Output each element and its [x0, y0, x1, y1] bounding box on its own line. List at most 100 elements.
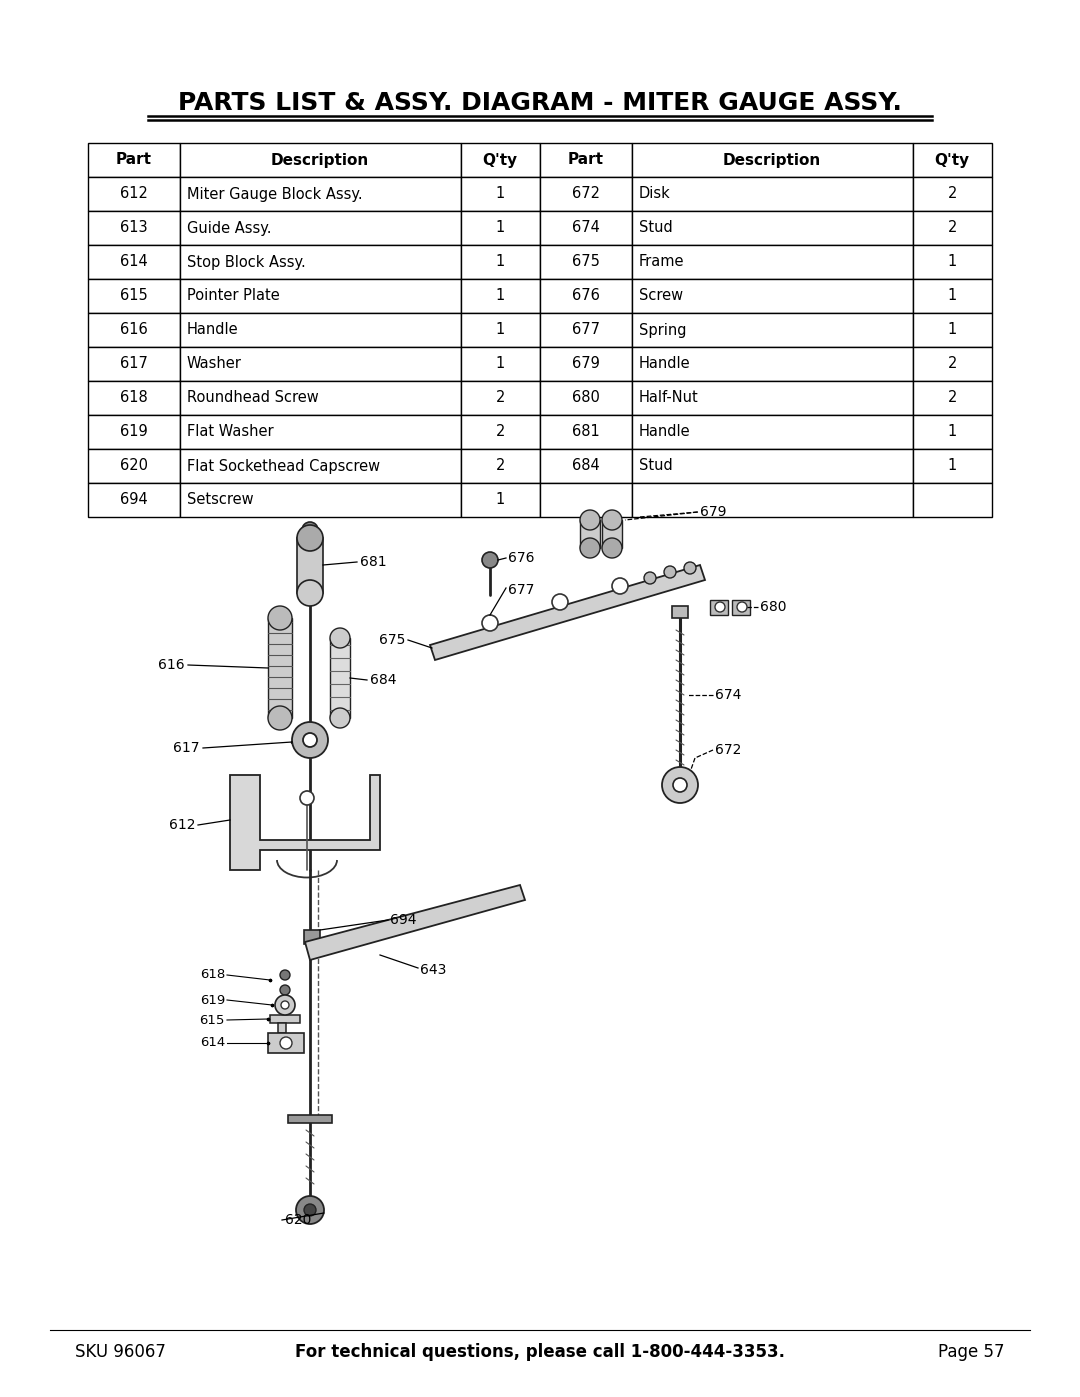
Text: 615: 615 — [200, 1013, 225, 1027]
Text: 2: 2 — [947, 356, 957, 372]
Circle shape — [580, 538, 600, 557]
Bar — [913, 244, 993, 279]
Text: Guide Assy.: Guide Assy. — [187, 221, 271, 236]
Bar — [580, 520, 600, 548]
Bar — [540, 177, 632, 211]
Circle shape — [268, 705, 292, 731]
Bar — [179, 483, 460, 517]
Text: Description: Description — [271, 152, 369, 168]
Text: 676: 676 — [508, 550, 535, 564]
Text: 2: 2 — [496, 458, 505, 474]
Bar — [179, 211, 460, 244]
Text: Half-Nut: Half-Nut — [638, 391, 699, 405]
Circle shape — [300, 791, 314, 805]
Text: Q'ty: Q'ty — [483, 152, 517, 168]
Bar — [632, 313, 913, 346]
Circle shape — [330, 708, 350, 728]
Bar — [87, 346, 179, 381]
Bar — [632, 244, 913, 279]
Text: 2: 2 — [496, 391, 505, 405]
Text: 620: 620 — [120, 458, 148, 474]
Bar — [632, 279, 913, 313]
Bar — [913, 415, 993, 448]
Bar — [460, 415, 540, 448]
Circle shape — [580, 510, 600, 529]
Bar — [540, 448, 632, 483]
Bar — [330, 638, 350, 718]
Bar — [460, 346, 540, 381]
Text: Roundhead Screw: Roundhead Screw — [187, 391, 319, 405]
Bar — [278, 1023, 286, 1032]
Bar — [179, 177, 460, 211]
Text: 1: 1 — [496, 289, 505, 303]
Bar — [710, 599, 728, 615]
Circle shape — [330, 629, 350, 648]
Bar — [632, 177, 913, 211]
Circle shape — [280, 970, 291, 981]
Text: 694: 694 — [390, 914, 417, 928]
Bar — [632, 483, 913, 517]
Bar — [602, 520, 622, 548]
Text: 614: 614 — [120, 254, 148, 270]
Circle shape — [673, 778, 687, 792]
Text: 679: 679 — [572, 356, 599, 372]
Text: 680: 680 — [760, 599, 786, 615]
Text: 675: 675 — [379, 633, 405, 647]
Bar — [87, 313, 179, 346]
Bar — [87, 211, 179, 244]
Polygon shape — [430, 564, 705, 659]
Bar — [87, 448, 179, 483]
Bar — [460, 244, 540, 279]
Text: 1: 1 — [496, 221, 505, 236]
Circle shape — [482, 552, 498, 569]
Text: 616: 616 — [159, 658, 185, 672]
Bar — [297, 538, 323, 592]
Text: 675: 675 — [572, 254, 599, 270]
Bar — [913, 142, 993, 177]
Text: 643: 643 — [420, 963, 446, 977]
Text: Washer: Washer — [187, 356, 242, 372]
Text: Stud: Stud — [638, 221, 673, 236]
Text: Screw: Screw — [638, 289, 683, 303]
Bar — [179, 244, 460, 279]
Bar — [87, 177, 179, 211]
Text: Disk: Disk — [638, 187, 671, 201]
Text: 612: 612 — [168, 819, 195, 833]
Bar — [303, 930, 320, 944]
Text: Page 57: Page 57 — [939, 1343, 1005, 1361]
Text: 2: 2 — [947, 187, 957, 201]
Circle shape — [602, 510, 622, 529]
Text: 618: 618 — [200, 968, 225, 982]
Bar — [179, 448, 460, 483]
Circle shape — [275, 995, 295, 1016]
Text: 2: 2 — [496, 425, 505, 440]
Bar — [87, 279, 179, 313]
Text: 1: 1 — [947, 458, 957, 474]
Circle shape — [552, 594, 568, 610]
Bar — [632, 346, 913, 381]
Text: 619: 619 — [120, 425, 148, 440]
Circle shape — [303, 733, 318, 747]
Circle shape — [737, 602, 747, 612]
Bar — [913, 381, 993, 415]
Bar — [87, 244, 179, 279]
Bar — [913, 177, 993, 211]
Bar — [913, 483, 993, 517]
Bar — [913, 279, 993, 313]
Text: 672: 672 — [571, 187, 599, 201]
Text: Spring: Spring — [638, 323, 686, 338]
Circle shape — [684, 562, 696, 574]
Bar — [540, 211, 632, 244]
Circle shape — [292, 722, 328, 759]
Text: 674: 674 — [715, 687, 741, 703]
Bar — [540, 346, 632, 381]
Text: 1: 1 — [496, 356, 505, 372]
Bar — [632, 448, 913, 483]
Bar — [913, 313, 993, 346]
Text: 1: 1 — [496, 187, 505, 201]
Bar — [288, 1115, 332, 1123]
Circle shape — [296, 1196, 324, 1224]
Bar — [179, 415, 460, 448]
Text: For technical questions, please call 1-800-444-3353.: For technical questions, please call 1-8… — [295, 1343, 785, 1361]
Text: 672: 672 — [715, 743, 741, 757]
